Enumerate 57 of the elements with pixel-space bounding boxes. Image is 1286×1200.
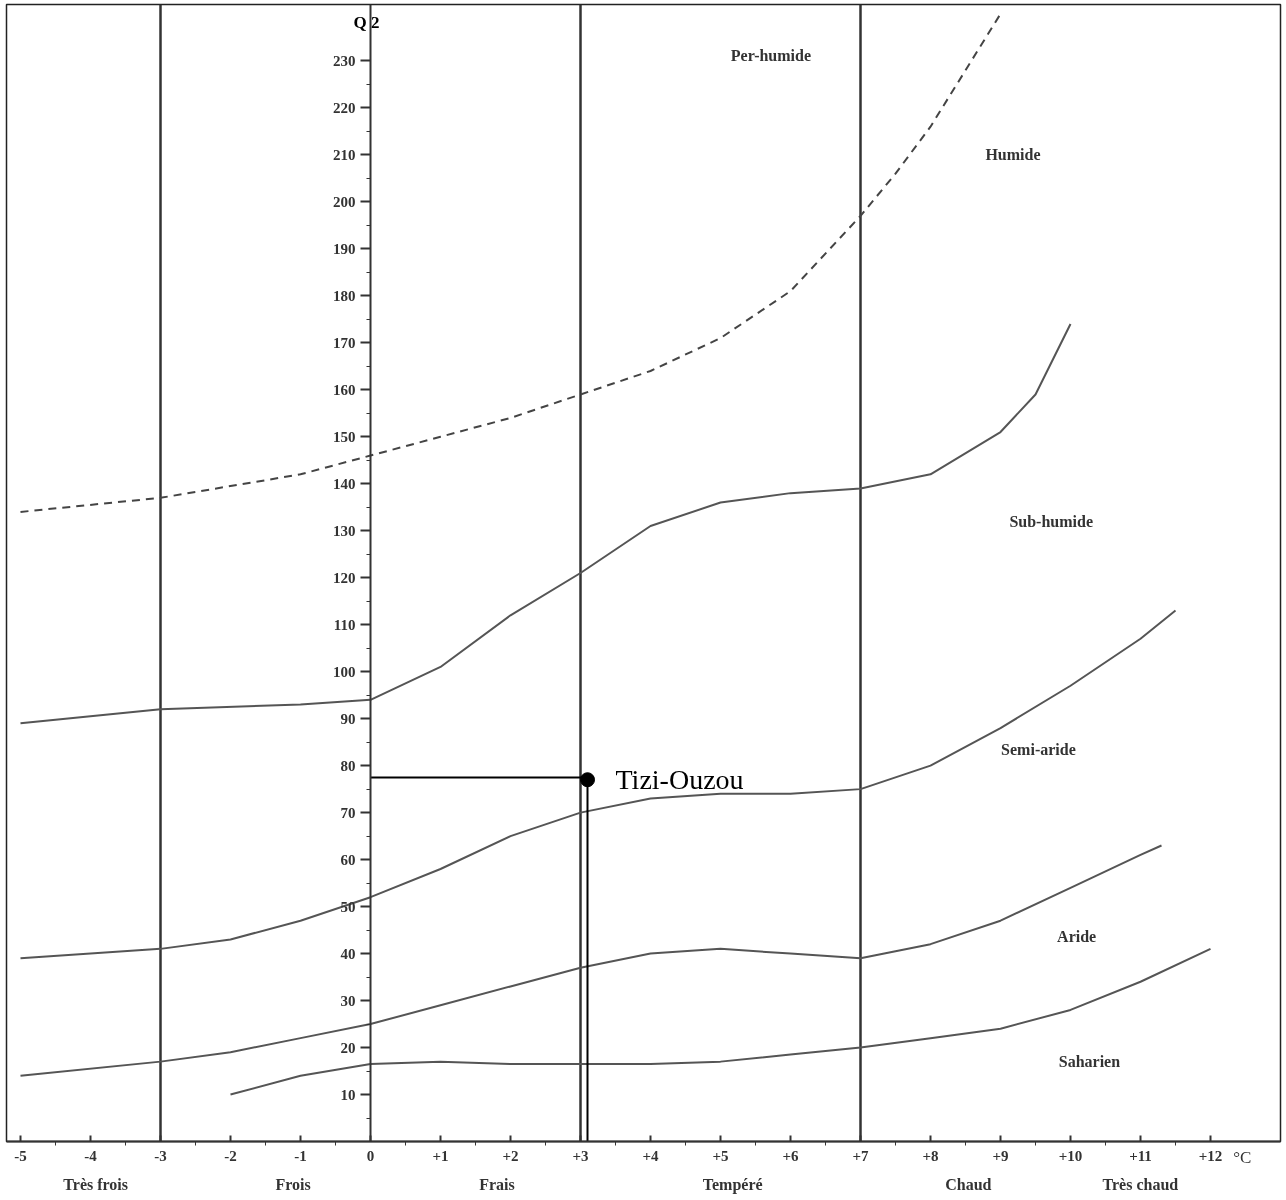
y-tick-label: 130 xyxy=(333,522,356,539)
y-tick-label: 70 xyxy=(340,804,356,821)
annotation: Sub-humide xyxy=(1009,513,1093,531)
y-tick-label: 220 xyxy=(333,99,356,116)
y-tick-label: 230 xyxy=(333,52,356,69)
x-tick-label: +11 xyxy=(1129,1147,1152,1164)
y-tick-label: 150 xyxy=(333,428,356,445)
y-tick-label: 30 xyxy=(340,992,356,1009)
x-tick-label: +7 xyxy=(852,1147,870,1164)
y-tick-label: 110 xyxy=(333,616,356,633)
x-tick-label: +2 xyxy=(502,1147,519,1164)
x-tick-label: -5 xyxy=(14,1147,27,1164)
y-tick-label: 20 xyxy=(340,1039,356,1056)
y-tick-label: 90 xyxy=(340,710,356,727)
x-tick-label: +10 xyxy=(1058,1147,1083,1164)
y-tick-label: 190 xyxy=(333,240,356,257)
x-tick-label: +6 xyxy=(782,1147,800,1164)
annotation: Per-humide xyxy=(730,47,812,65)
y-tick-label: 140 xyxy=(333,475,356,492)
x-tick-label: +4 xyxy=(642,1147,660,1164)
annotation: Humide xyxy=(985,146,1041,164)
y-axis-title: Q 2 xyxy=(353,12,380,32)
y-tick-label: 80 xyxy=(340,757,356,774)
line-series xyxy=(19,609,1177,960)
x-tick-label: +5 xyxy=(712,1147,729,1164)
x-tick-label: +9 xyxy=(992,1147,1009,1164)
x-tick-label: +8 xyxy=(922,1147,939,1164)
y-tick-label: 120 xyxy=(333,569,356,586)
text: Très chaud xyxy=(1102,1175,1179,1193)
x-tick-label: +12 xyxy=(1198,1147,1223,1164)
y-tick-label: 60 xyxy=(340,851,356,868)
x-tick-label: -3 xyxy=(154,1147,167,1164)
x-tick-label: 0 xyxy=(366,1147,375,1164)
y-tick-label: 170 xyxy=(333,334,356,351)
x-axis-title: °C xyxy=(1233,1147,1252,1167)
y-tick-label: 40 xyxy=(340,945,356,962)
x-tick-label: +1 xyxy=(432,1147,449,1164)
x-tick-label: -1 xyxy=(294,1147,307,1164)
annotation: Semi-aride xyxy=(1001,740,1076,758)
y-tick-label: 10 xyxy=(340,1086,356,1103)
text: Frais xyxy=(479,1175,515,1193)
y-tick-label: 200 xyxy=(333,193,356,210)
y-tick-label: 210 xyxy=(333,146,356,163)
x-tick-label: -4 xyxy=(84,1147,98,1164)
x-tick-label: +3 xyxy=(572,1147,589,1164)
y-tick-label: 180 xyxy=(333,287,356,304)
text: Frois xyxy=(275,1175,311,1193)
annotation: Aride xyxy=(1057,928,1097,946)
text: Très frois xyxy=(63,1175,129,1193)
text: Tempéré xyxy=(702,1175,763,1194)
annotation: Tizi-Ouzou xyxy=(615,764,744,796)
line-series xyxy=(19,844,1163,1077)
text: Chaud xyxy=(945,1175,992,1193)
y-tick-label: 100 xyxy=(333,663,356,680)
annotation: Saharien xyxy=(1058,1053,1121,1071)
y-tick-label: 160 xyxy=(333,381,356,398)
x-tick-label: -2 xyxy=(224,1147,237,1164)
